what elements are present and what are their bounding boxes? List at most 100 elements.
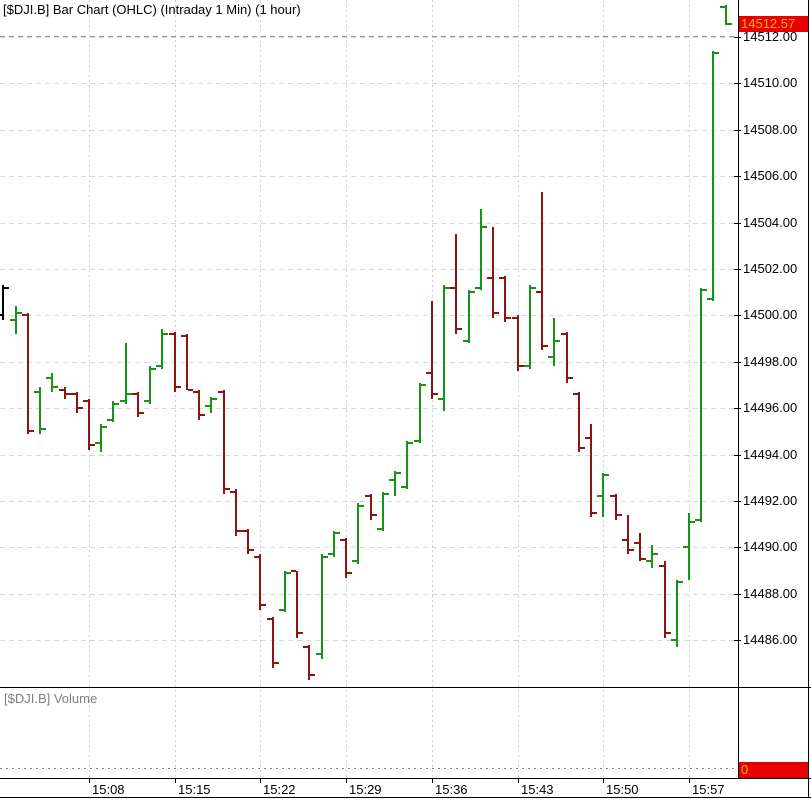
bar-close-tick — [555, 339, 561, 342]
bar-range-line — [577, 391, 580, 453]
bar-open-tick — [327, 553, 333, 556]
bar-range-line — [88, 398, 90, 450]
bar-close-tick — [212, 397, 218, 400]
h-gridline — [0, 547, 738, 548]
bar-open-tick — [707, 298, 713, 301]
bar-close-tick — [543, 344, 549, 347]
bar-open-tick — [585, 437, 591, 440]
bar-open-tick — [229, 490, 235, 493]
v-gridline — [689, 0, 690, 778]
bar-range-line — [308, 644, 311, 680]
time-tick-label: 15:50 — [606, 782, 639, 797]
bar-close-tick — [273, 662, 279, 665]
price-tick-mark — [734, 408, 741, 409]
bar-range-line — [14, 306, 17, 334]
bar-range-line — [504, 275, 507, 323]
bar-open-tick — [0, 314, 3, 317]
h-gridline — [0, 223, 738, 224]
time-tick-label: 15:15 — [178, 782, 211, 797]
bar-range-line — [651, 545, 654, 569]
bar-close-tick — [163, 332, 169, 335]
bar-range-line — [185, 333, 188, 390]
h-gridline — [0, 455, 738, 456]
ohlc-bars-layer — [0, 4, 732, 680]
h-gridline — [0, 269, 738, 270]
time-tick-mark — [346, 778, 347, 783]
price-tick-mark — [734, 223, 741, 224]
h-gridline — [0, 640, 738, 641]
bar-range-line — [259, 554, 262, 611]
price-pane[interactable] — [0, 0, 738, 687]
time-tick-mark — [432, 778, 433, 783]
bar-range-line — [381, 491, 384, 532]
bar-open-tick — [548, 356, 554, 359]
volume-zero-line — [0, 768, 738, 769]
time-tick-mark — [518, 778, 519, 783]
bar-open-tick — [205, 404, 211, 407]
bar-range-line — [357, 503, 360, 564]
bar-range-line — [528, 285, 531, 369]
bar-close-tick — [138, 411, 144, 414]
bar-close-tick — [714, 52, 720, 55]
price-tick-label: 14512.00 — [743, 29, 798, 44]
time-tick-mark — [689, 778, 690, 783]
bar-close-tick — [628, 548, 634, 551]
price-tick-mark — [734, 315, 741, 316]
bar-open-tick — [499, 277, 505, 280]
bar-open-tick — [597, 495, 603, 498]
bar-range-line — [173, 331, 176, 392]
bar-close-tick — [236, 530, 242, 533]
price-tick-mark — [734, 501, 741, 502]
bar-range-line — [210, 396, 213, 413]
bar-close-tick — [371, 513, 377, 516]
bar-close-tick — [285, 571, 291, 574]
price-tick-label: 14496.00 — [743, 400, 798, 415]
bar-open-tick — [474, 286, 480, 289]
h-gridline — [0, 408, 738, 409]
bar-close-tick — [383, 493, 389, 496]
bar-close-tick — [677, 581, 683, 584]
bar-open-tick — [462, 339, 468, 342]
bar-close-tick — [481, 226, 487, 229]
bar-range-line — [430, 301, 433, 399]
time-tick-mark — [603, 778, 604, 783]
bar-open-tick — [401, 486, 407, 489]
bar-range-line — [247, 528, 250, 555]
price-tick-mark — [734, 37, 741, 38]
bar-close-tick — [396, 472, 402, 475]
price-tick-label: 14510.00 — [743, 75, 798, 90]
bar-open-tick — [364, 495, 370, 498]
h-gridline — [0, 594, 738, 595]
price-axis[interactable] — [738, 0, 811, 778]
bar-open-tick — [131, 393, 137, 396]
time-tick-label: 15:29 — [349, 782, 382, 797]
bar-open-tick — [107, 418, 113, 421]
last-price-line — [0, 36, 738, 37]
time-tick-mark — [89, 778, 90, 783]
bar-open-tick — [95, 442, 101, 444]
price-tick-mark — [734, 455, 741, 456]
bar-open-tick — [670, 639, 676, 642]
bar-range-line — [283, 570, 286, 613]
bar-open-tick — [21, 314, 27, 317]
bar-range-line — [479, 208, 482, 290]
bar-range-line — [2, 285, 5, 321]
bar-close-tick — [579, 446, 585, 449]
v-gridline — [260, 0, 261, 778]
bar-open-tick — [34, 390, 40, 393]
bar-close-tick — [702, 288, 708, 291]
price-tick-mark — [734, 362, 741, 363]
time-tick-mark — [175, 778, 176, 783]
bar-open-tick — [438, 397, 444, 400]
bar-range-line — [100, 424, 103, 453]
volume-pane[interactable]: [$DJI.B] Volume — [0, 688, 738, 778]
bar-close-tick — [518, 365, 524, 368]
bar-open-tick — [572, 393, 578, 396]
price-tick-mark — [734, 269, 741, 270]
h-gridline — [0, 315, 738, 316]
bar-range-line — [222, 389, 225, 495]
time-tick-label: 15:08 — [92, 782, 125, 797]
bar-range-line — [675, 579, 678, 648]
bar-range-line — [712, 50, 715, 302]
